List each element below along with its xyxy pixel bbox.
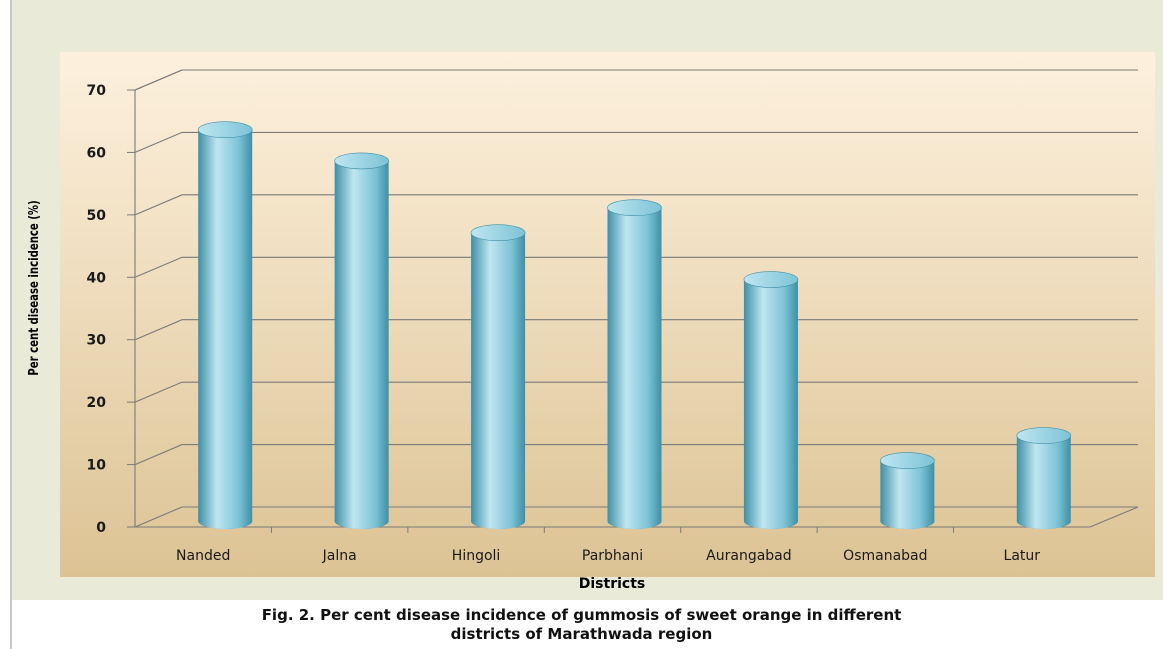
bar-cap (197, 121, 253, 138)
x-tick-label: Parbhani (582, 548, 643, 564)
left-divider (10, 0, 12, 649)
bar-cap (607, 199, 662, 217)
y-tick-label: 50 (87, 208, 107, 224)
x-tick-label: Hingoli (452, 548, 501, 564)
bar-body (471, 232, 526, 529)
bar-cap (1016, 427, 1072, 444)
bar (334, 152, 389, 529)
x-tick-label: Osmanabad (843, 548, 927, 564)
bar-chart: 0 10 20 30 40 50 60 70 Nanded Jalna Hingoli Parbha… (12, 0, 1163, 600)
gridline (134, 444, 1138, 466)
x-tick-labels: Nanded Jalna Hingoli Parbhani Aurangabad Osma… (176, 548, 1040, 564)
bar-cap (470, 224, 526, 242)
y-tick-label: 60 (87, 145, 107, 161)
y-tick-label: 70 (87, 83, 107, 99)
bar (607, 199, 662, 529)
x-tick-label: Nanded (176, 548, 230, 564)
gridline (134, 256, 1138, 278)
y-axis-label: Per cent disease incidence (%) (26, 200, 42, 375)
bar-body (198, 129, 253, 529)
bar-cap (880, 452, 935, 469)
caption-line-1: Fig. 2. Per cent disease incidence of gu… (261, 606, 902, 624)
figure-caption: Fig. 2. Per cent disease incidence of gu… (0, 606, 1163, 644)
x-tick-label: Jalna (322, 548, 357, 564)
gridline (134, 131, 1138, 153)
y-tick-labels: 0 10 20 30 40 50 60 70 (87, 83, 107, 536)
bar-body (334, 160, 389, 529)
bars (197, 121, 1072, 529)
gridline (134, 381, 1138, 403)
bar-body (880, 460, 935, 529)
y-tick-label: 10 (87, 458, 107, 474)
x-tick-label: Latur (1004, 548, 1041, 564)
bar-body (607, 207, 662, 529)
bar (743, 271, 799, 529)
y-tick-label: 40 (87, 270, 107, 286)
x-tick-label: Aurangabad (706, 548, 791, 564)
gridline (134, 319, 1138, 341)
bar (197, 121, 253, 529)
bar (880, 452, 935, 529)
bar-cap (334, 152, 389, 170)
bar-cap (743, 271, 799, 288)
y-tick-label: 0 (96, 520, 106, 536)
bar (470, 224, 526, 529)
y-tick-label: 30 (87, 333, 107, 349)
y-axis-top-edge (134, 69, 183, 91)
bar-body (743, 279, 798, 529)
y-tick-label: 20 (87, 395, 107, 411)
bar-body (1016, 435, 1071, 529)
x-axis-label: Districts (579, 576, 645, 592)
caption-line-2: districts of Marathwada region (450, 625, 713, 643)
gridline (134, 194, 1138, 216)
bar (1016, 427, 1072, 529)
